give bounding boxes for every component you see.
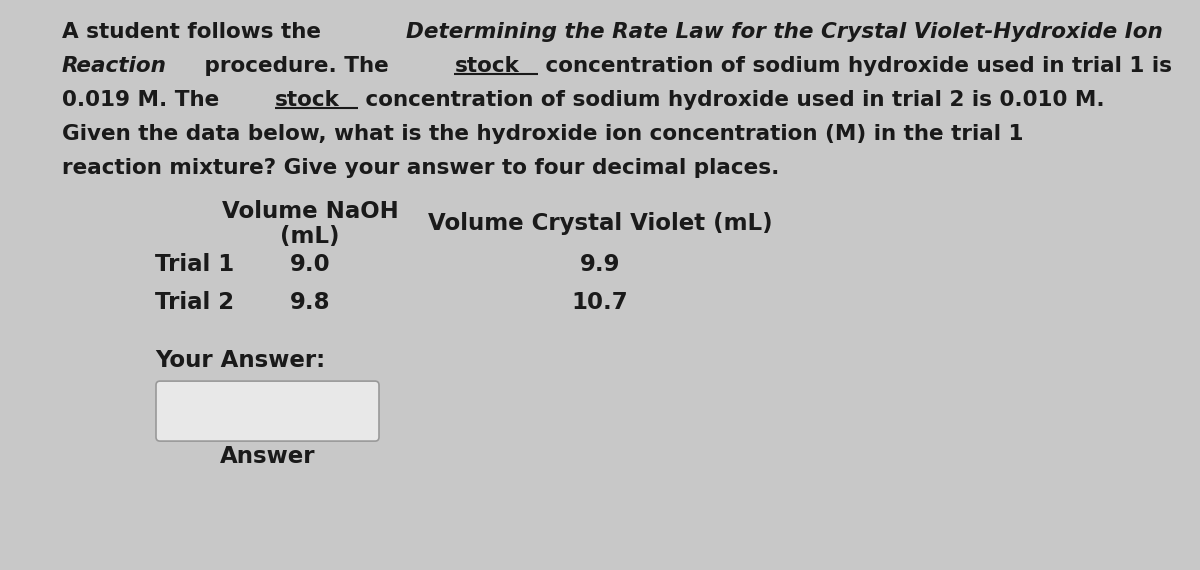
Text: Trial 1: Trial 1 xyxy=(155,253,234,276)
Text: Trial 2: Trial 2 xyxy=(155,291,234,314)
Text: concentration of sodium hydroxide used in trial 2 is 0.010 M.: concentration of sodium hydroxide used i… xyxy=(359,90,1105,110)
Text: reaction mixture? Give your answer to four decimal places.: reaction mixture? Give your answer to fo… xyxy=(62,158,779,178)
Text: 10.7: 10.7 xyxy=(571,291,629,314)
Text: stock: stock xyxy=(275,90,340,110)
Text: 0.019 M. The: 0.019 M. The xyxy=(62,90,227,110)
Text: procedure. The: procedure. The xyxy=(197,56,396,76)
Text: 9.8: 9.8 xyxy=(289,291,330,314)
Text: Your Answer:: Your Answer: xyxy=(155,349,325,372)
Text: Given the data below, what is the hydroxide ion concentration (M) in the trial 1: Given the data below, what is the hydrox… xyxy=(62,124,1024,144)
Text: Reaction: Reaction xyxy=(62,56,167,76)
Text: Answer: Answer xyxy=(220,445,316,468)
Text: 9.9: 9.9 xyxy=(580,253,620,276)
FancyBboxPatch shape xyxy=(156,381,379,441)
Text: (mL): (mL) xyxy=(281,225,340,248)
Text: stock: stock xyxy=(455,56,520,76)
Text: A student follows the: A student follows the xyxy=(62,22,329,42)
Text: Volume Crystal Violet (mL): Volume Crystal Violet (mL) xyxy=(427,213,773,235)
Text: 9.0: 9.0 xyxy=(289,253,330,276)
Text: Determining the Rate Law for the Crystal Violet-Hydroxide Ion: Determining the Rate Law for the Crystal… xyxy=(406,22,1163,42)
Text: concentration of sodium hydroxide used in trial 1 is: concentration of sodium hydroxide used i… xyxy=(538,56,1172,76)
Text: Volume NaOH: Volume NaOH xyxy=(222,200,398,223)
